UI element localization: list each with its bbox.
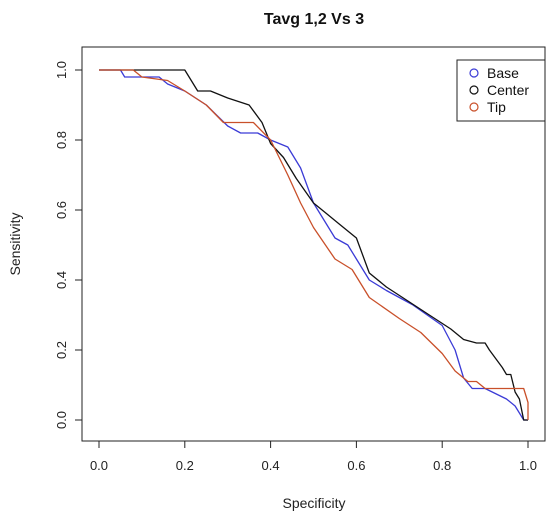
y-tick-label: 0.6 [54, 201, 69, 219]
y-tick-label: 0.4 [54, 271, 69, 289]
y-axis-title: Sensitivity [7, 212, 23, 275]
legend-label-base: Base [487, 65, 519, 81]
x-tick-label: 0.6 [347, 458, 365, 473]
x-tick-label: 0.8 [433, 458, 451, 473]
legend-marker-base [469, 68, 479, 78]
chart-title: Tavg 1,2 Vs 3 [264, 11, 364, 28]
y-tick-label: 0.8 [54, 131, 69, 149]
x-axis: 0.0 0.2 0.4 0.6 0.8 1.0 [90, 440, 537, 473]
x-axis-title: Specificity [282, 495, 345, 511]
x-tick-label: 0.0 [90, 458, 108, 473]
y-axis: 0.0 0.2 0.4 0.6 0.8 1.0 [54, 61, 83, 429]
x-tick-label: 1.0 [519, 458, 537, 473]
x-tick-label: 0.2 [176, 458, 194, 473]
series-line-center [99, 69, 528, 421]
legend-label-tip: Tip [487, 99, 506, 115]
series-layer [99, 69, 529, 421]
series-line-tip [99, 69, 529, 420]
series-line-base [99, 69, 528, 421]
legend-marker-center [469, 85, 479, 95]
y-tick-label: 0.2 [54, 341, 69, 359]
legend-label-center: Center [487, 82, 529, 98]
y-tick-label: 1.0 [54, 61, 69, 79]
x-tick-label: 0.4 [262, 458, 280, 473]
legend-marker-tip [469, 102, 479, 112]
y-tick-label: 0.0 [54, 411, 69, 429]
